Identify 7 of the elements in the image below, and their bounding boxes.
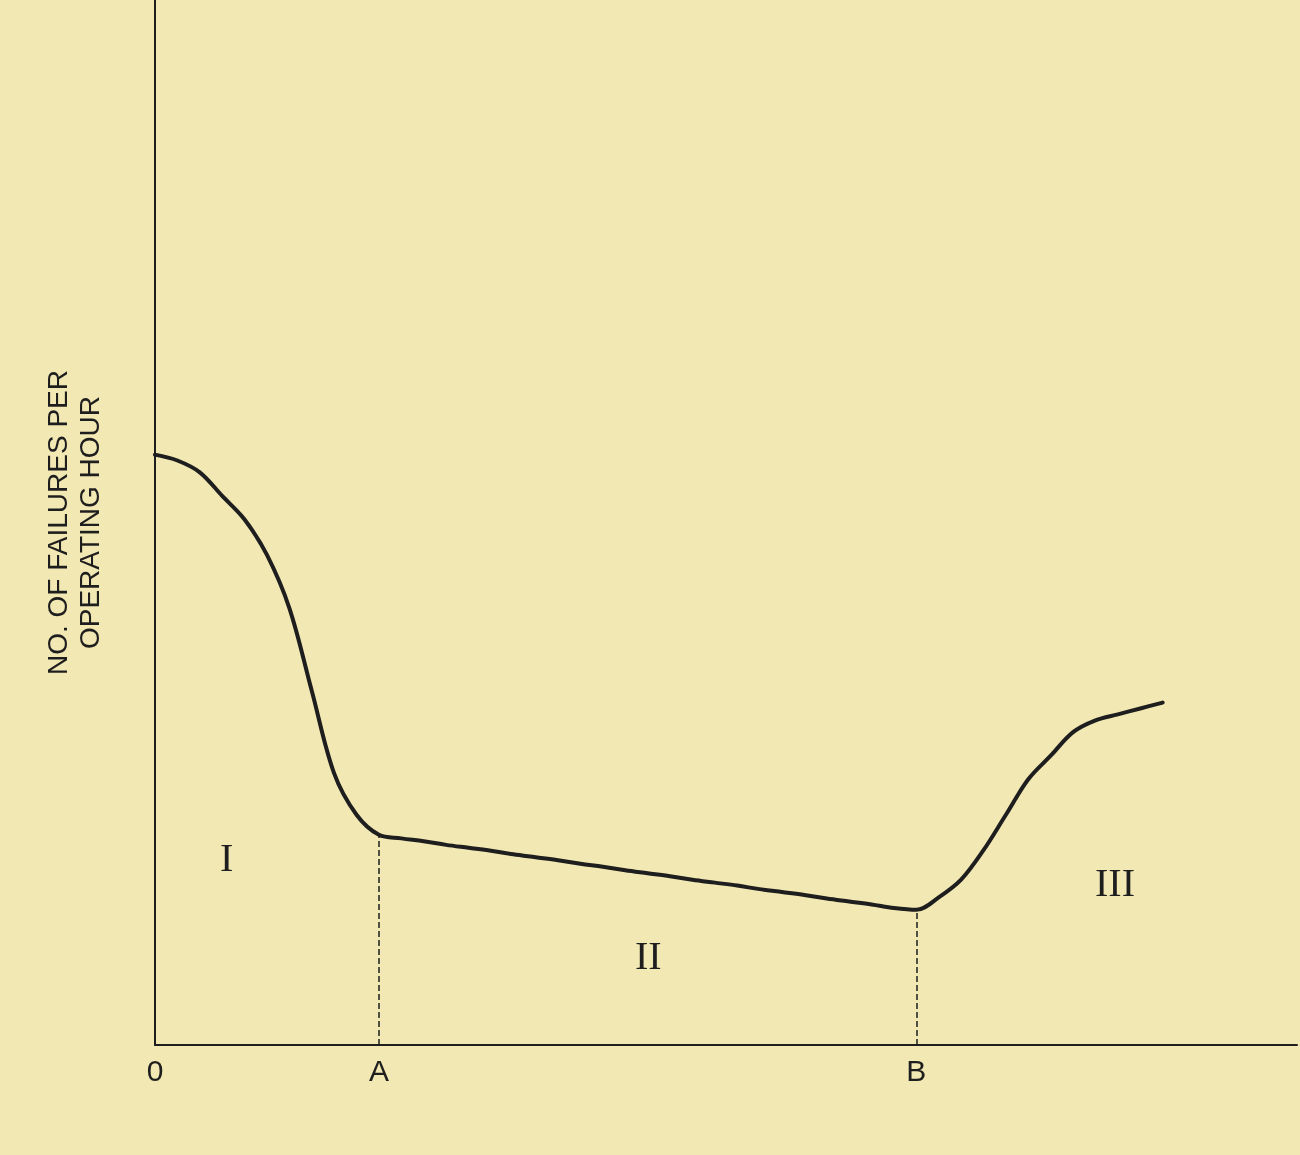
annotation: III: [1095, 859, 1135, 905]
annotation: II: [635, 932, 662, 978]
x-tick-label: A: [368, 1053, 389, 1087]
y-axis-title: NO. OF FAILURES PER OPERATING HOUR: [41, 370, 105, 675]
annotation: I: [220, 834, 234, 880]
x-tick-label: B: [906, 1053, 927, 1087]
x-tick-label: 0: [146, 1053, 164, 1087]
